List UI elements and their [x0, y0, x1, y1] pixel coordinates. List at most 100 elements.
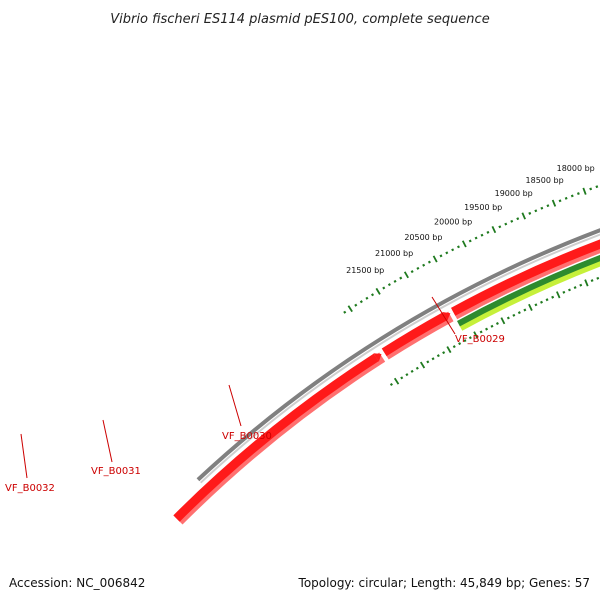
inner-tick: [405, 373, 409, 377]
position-labels: 18000 bp 18500 bp 19000 bp 19500 bp 20000 bp…: [346, 164, 595, 275]
plasmid-backbone: [196, 228, 600, 482]
inner-tick: [562, 290, 566, 294]
gene-label-vf_b0031: VF_B0031: [91, 466, 141, 477]
outer-tick: [595, 185, 599, 189]
inner-tick: [556, 291, 561, 299]
inner-tick: [426, 360, 430, 364]
outer-tick: [359, 300, 363, 304]
outer-tick: [546, 204, 550, 208]
outer-tick: [528, 211, 532, 215]
outer-tick: [456, 245, 460, 249]
inner-tick: [389, 382, 393, 386]
inner-tick: [528, 303, 533, 311]
inner-tick: [596, 276, 600, 280]
inner-tick: [473, 331, 479, 339]
outer-tick: [422, 263, 426, 267]
inner-tick: [468, 336, 472, 340]
position-label: 19000 bp: [495, 189, 533, 198]
outer-tick: [486, 230, 490, 234]
inner-tick: [584, 279, 589, 287]
inner-tick: [442, 351, 446, 355]
outer-tick: [480, 233, 484, 237]
outer-tick: [451, 248, 455, 252]
inner-tick: [393, 377, 400, 385]
outer-tick: [576, 192, 580, 195]
outer-tick: [540, 206, 544, 210]
outer-tick: [375, 287, 381, 295]
outer-tick: [432, 255, 438, 263]
outer-tick: [399, 276, 403, 280]
outer-tick: [403, 271, 409, 279]
inner-tick: [419, 361, 426, 369]
inner-tick: [485, 327, 489, 331]
inner-tick: [534, 303, 538, 307]
inner-tick: [458, 342, 462, 346]
inner-tick: [479, 330, 483, 334]
outer-tick: [582, 187, 587, 195]
outer-tick: [504, 222, 508, 226]
inner-tick: [523, 308, 527, 312]
inner-tick: [452, 345, 456, 349]
outer-tick: [354, 303, 358, 307]
inner-tick: [415, 366, 419, 370]
inner-tick: [540, 300, 543, 304]
outer-tick: [551, 199, 557, 207]
inner-tick: [446, 346, 452, 354]
gene-arrow-vf_b0030: [450, 239, 600, 316]
outer-tick: [589, 187, 593, 191]
outer-tick: [461, 240, 467, 248]
gene-labels: VF_B0029 VF_B0030 VF_B0031 VF_B0032: [5, 296, 505, 494]
position-label: 18500 bp: [526, 176, 564, 185]
inner-tick: [410, 369, 414, 373]
inner-tick: [579, 283, 583, 287]
outer-tick: [347, 305, 353, 313]
gene-leader-line: [20, 433, 28, 479]
gc-skew-light: [459, 260, 600, 331]
gene-arrowhead: [373, 353, 382, 362]
outer-tick: [516, 217, 520, 221]
outer-tick: [564, 196, 568, 200]
outer-tick: [498, 225, 502, 229]
outer-tick: [410, 270, 414, 274]
gene-arrow-vf_b0031: [381, 312, 448, 357]
gene-arrow-shadow: [174, 352, 386, 525]
outer-tick: [439, 254, 443, 258]
outer-tick: [427, 260, 431, 264]
outer-tick: [365, 296, 369, 300]
outer-tick: [393, 279, 397, 283]
outer-tick: [534, 209, 538, 213]
inner-tick-ring: [389, 276, 600, 386]
outer-tick: [491, 225, 497, 234]
position-label: 20000 bp: [434, 218, 472, 227]
gene-arrowhead: [442, 311, 451, 321]
gc-skew-dark: [457, 254, 600, 327]
inner-tick: [590, 279, 594, 283]
outer-tick: [521, 212, 526, 220]
outer-tick: [510, 219, 514, 223]
inner-tick: [506, 316, 510, 320]
inner-tick: [568, 288, 571, 292]
outer-tick: [387, 283, 391, 287]
map-title: Vibrio fischeri ES114 plasmid pES100, co…: [110, 12, 489, 27]
inner-tick: [495, 322, 499, 325]
gene-arrow-vf_b0032: [173, 353, 379, 522]
inner-tick: [512, 313, 516, 317]
position-label: 18000 bp: [557, 164, 595, 173]
inner-tick: [573, 286, 577, 289]
inner-tick: [436, 354, 440, 358]
gene-label-vf_b0032: VF_B0032: [5, 483, 55, 494]
position-label: 20500 bp: [404, 233, 442, 242]
inner-tick: [500, 317, 506, 325]
inner-tick: [490, 324, 494, 328]
position-label: 19500 bp: [464, 203, 502, 212]
gene-label-vf_b0030: VF_B0030: [222, 431, 272, 442]
accession-text: Accession: NC_006842: [9, 576, 145, 590]
position-label: 21000 bp: [375, 249, 413, 258]
inner-tick: [551, 295, 555, 299]
inner-tick: [400, 376, 404, 380]
outer-tick: [445, 251, 449, 255]
outer-tick: [416, 266, 420, 270]
outer-tick: [558, 199, 562, 203]
